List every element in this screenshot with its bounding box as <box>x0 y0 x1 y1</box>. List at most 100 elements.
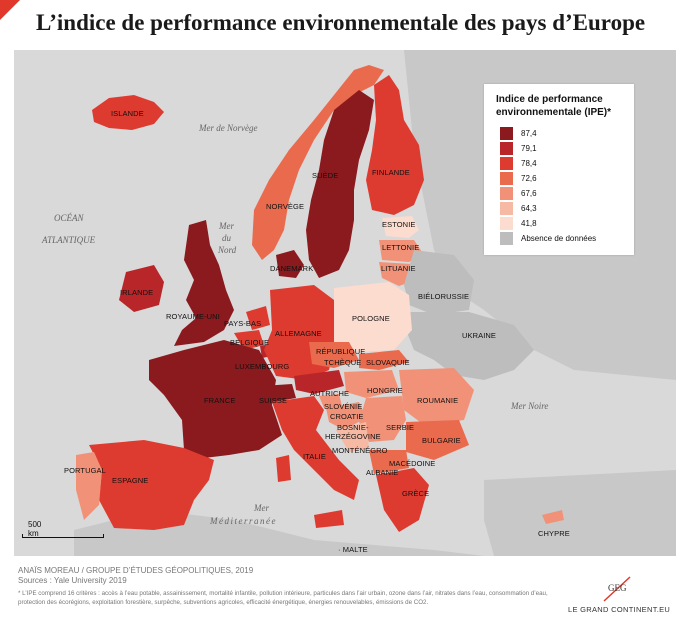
brand-name: LE GRAND CONTINENT.EU <box>568 605 671 614</box>
country-romania <box>399 368 474 425</box>
country-sardinia <box>276 455 291 482</box>
label-grece: GRÈCE <box>402 489 430 498</box>
label-royaume-uni: ROYAUME-UNI <box>166 312 220 321</box>
label-chypre: CHYPRE <box>538 529 570 538</box>
country-norway <box>252 65 384 260</box>
label-bielorussie: BIÉLORUSSIE <box>418 292 470 301</box>
label-malte: · MALTE <box>338 545 368 554</box>
scale-line <box>22 534 104 538</box>
label-pays-bas: PAYS-BAS <box>224 319 262 328</box>
country-czech <box>309 342 359 368</box>
label-suede: SUÈDE <box>312 171 339 180</box>
credits: ANAÏS MOREAU / GROUPE D’ÉTUDES GÉOPOLITI… <box>18 566 253 586</box>
label-macedoine: MACÉDOINE <box>389 459 436 468</box>
sea-label-north-3: Nord <box>218 245 237 255</box>
legend-box: Indice de performance environnementale (… <box>484 84 634 255</box>
country-ireland <box>119 265 164 312</box>
country-cyprus <box>542 510 564 524</box>
label-autriche: AUTRICHE <box>310 389 350 398</box>
legend-swatch-4 <box>500 187 513 200</box>
label-republique-2: TCHÈQUE <box>324 358 362 367</box>
credits-source: Sources : Yale University 2019 <box>18 576 127 585</box>
label-hongrie: HONGRIE <box>367 386 403 395</box>
label-republique-1: RÉPUBLIQUE <box>316 347 366 356</box>
country-sweden <box>306 90 374 278</box>
label-allemagne: ALLEMAGNE <box>275 329 322 338</box>
map-title: L’indice de performance environnementale… <box>36 10 646 35</box>
label-suisse: SUISSE <box>259 396 288 405</box>
country-portugal <box>76 452 102 520</box>
legend-value-0: 87,4 <box>521 129 537 138</box>
legend-swatch-5 <box>500 202 513 215</box>
country-slovenia <box>319 394 342 408</box>
country-bulgaria <box>406 420 469 460</box>
legend-row-0: 87,4 <box>500 126 537 141</box>
label-france: FRANCE <box>204 396 236 405</box>
legend-swatch-no-data <box>500 232 513 245</box>
sea-label-ocean: OCÉAN <box>54 213 84 223</box>
credits-author: ANAÏS MOREAU / GROUPE D’ÉTUDES GÉOPOLITI… <box>18 566 254 575</box>
scale-label: 500 km <box>28 520 42 538</box>
country-bosnia <box>336 422 369 452</box>
sea-label-med-2: Méditerranée <box>210 516 277 526</box>
label-belgique: BELGIQUE <box>230 338 270 347</box>
label-roumanie: ROUMANIE <box>417 396 459 405</box>
country-netherlands <box>246 306 270 330</box>
country-slovakia <box>359 350 409 370</box>
sea-label-atlantic: ATLANTIQUE <box>42 235 96 245</box>
country-finland <box>366 75 424 215</box>
legend-swatch-3 <box>500 172 513 185</box>
country-estonia <box>382 216 419 238</box>
country-denmark <box>276 250 304 278</box>
label-luxembourg: LUXEMBOURG <box>235 362 290 371</box>
legend-swatch-2 <box>500 157 513 170</box>
label-montenegro: MONTÉNÉGRO <box>332 446 388 455</box>
label-croatie: CROATIE <box>330 412 364 421</box>
legend-value-2: 78,4 <box>521 159 537 168</box>
country-iceland <box>92 95 164 130</box>
legend-row-2: 78,4 <box>500 156 537 171</box>
country-sicily <box>314 510 344 528</box>
legend-row-4: 67,6 <box>500 186 537 201</box>
legend-value-4: 67,6 <box>521 189 537 198</box>
label-serbie: SERBIE <box>386 423 415 432</box>
country-switzerland <box>262 384 296 402</box>
footnote: * L’IPE comprend 16 critères : accès à l… <box>18 590 548 606</box>
label-norvege: NORVÈGE <box>266 202 305 211</box>
legend-no-data-label: Absence de données <box>521 234 597 243</box>
label-bosnie-2: HERZÉGOVINE <box>325 432 381 441</box>
label-danemark: DANEMARK <box>270 264 314 273</box>
country-turkey <box>484 470 676 556</box>
legend-no-data: Absence de données <box>500 232 596 245</box>
country-macedonia <box>369 450 409 474</box>
legend-row-3: 72,6 <box>500 171 537 186</box>
label-islande: ISLANDE <box>111 109 144 118</box>
legend-value-1: 79,1 <box>521 144 537 153</box>
country-poland <box>334 282 412 352</box>
legend-value-6: 41,8 <box>521 219 537 228</box>
legend-row-6: 41,8 <box>500 216 537 231</box>
label-irlande: IRLANDE <box>120 288 154 297</box>
label-bulgarie: BULGARIE <box>422 436 461 445</box>
legend-row-5: 64,3 <box>500 201 537 216</box>
legend-row-1: 79,1 <box>500 141 537 156</box>
country-greece <box>376 468 429 532</box>
legend-value-5: 64,3 <box>521 204 537 213</box>
country-ukraine <box>406 312 534 380</box>
country-austria <box>294 370 344 394</box>
brand-logo-text: GEG <box>608 583 627 593</box>
country-croatia <box>326 402 366 430</box>
brand-logo-icon: GEG <box>603 576 631 602</box>
country-belarus <box>404 250 474 315</box>
sea-label-norway: Mer de Norvège <box>199 123 258 133</box>
label-italie: ITALIE <box>303 452 326 461</box>
corner-accent <box>0 0 20 20</box>
country-serbia <box>359 396 406 442</box>
legend-swatch-1 <box>500 142 513 155</box>
label-estonie: ESTONIE <box>382 220 416 229</box>
label-slovenie: SLOVÉNIE <box>324 402 363 411</box>
country-france <box>149 340 282 458</box>
label-albanie: ALBANIE <box>366 468 399 477</box>
sea-label-north-2: du <box>222 233 231 243</box>
legend-value-3: 72,6 <box>521 174 537 183</box>
